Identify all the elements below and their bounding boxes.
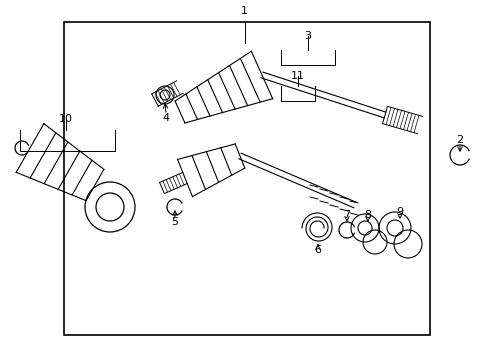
- Text: 9: 9: [396, 207, 403, 217]
- Text: 8: 8: [364, 210, 371, 220]
- Text: 4: 4: [162, 113, 169, 123]
- Text: 1: 1: [241, 6, 247, 16]
- Text: 7: 7: [343, 210, 350, 220]
- Text: 2: 2: [455, 135, 463, 145]
- Text: 10: 10: [59, 114, 73, 124]
- Text: 5: 5: [171, 217, 178, 227]
- Bar: [63, 22, 429, 335]
- Text: 6: 6: [314, 245, 321, 255]
- Text: 11: 11: [291, 71, 305, 81]
- Text: 3: 3: [304, 31, 311, 41]
